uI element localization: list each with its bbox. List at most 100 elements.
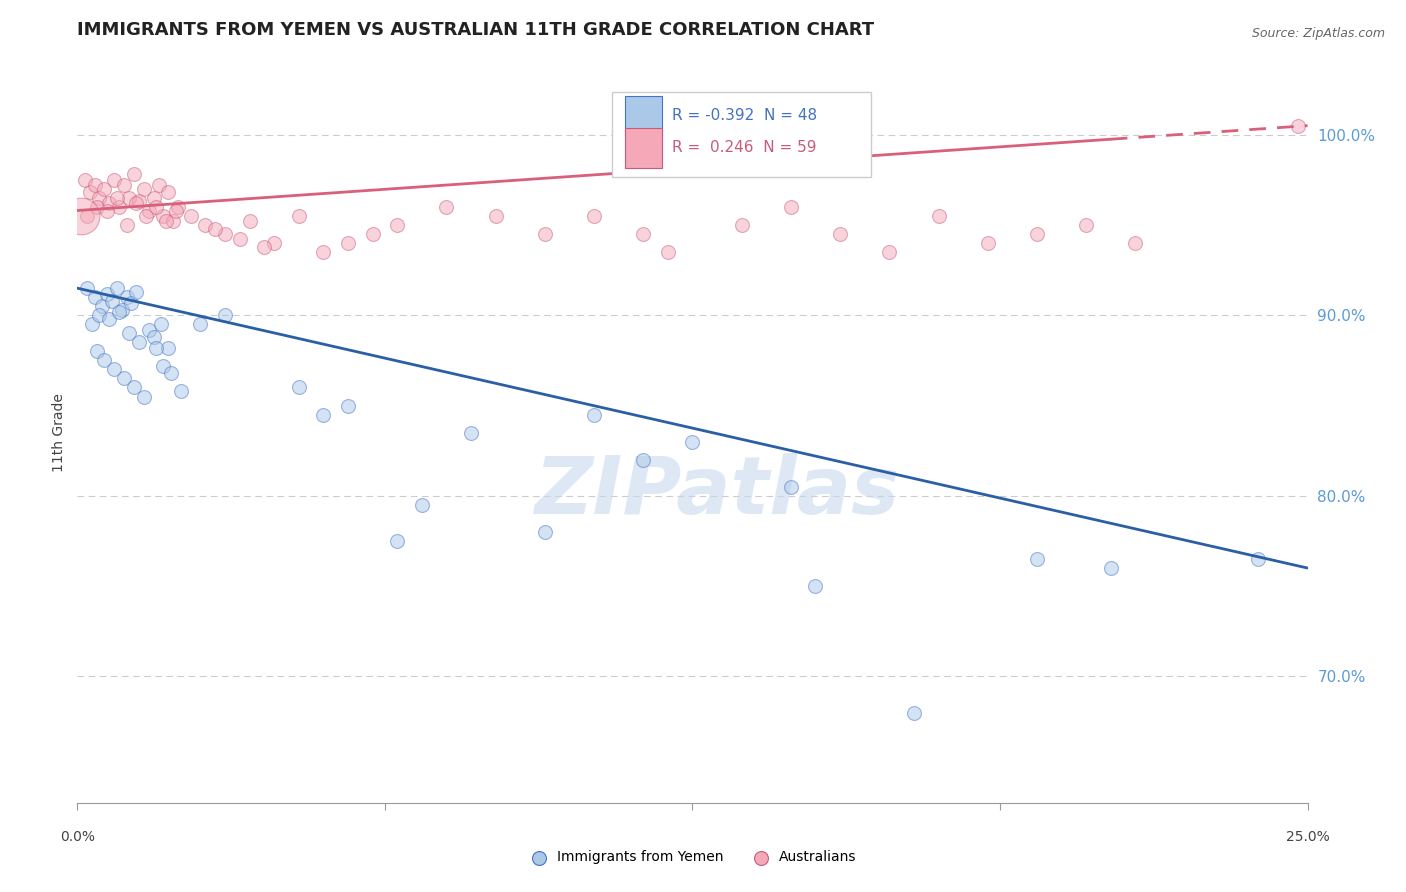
Point [93, 353, 115, 368]
Point [155, 214, 177, 228]
Point [112, 371, 135, 385]
Point [108, 304, 131, 318]
Point [903, 706, 925, 720]
Point [122, 168, 145, 182]
Point [780, 200, 803, 214]
Point [657, 245, 679, 260]
Point [1125, 235, 1147, 250]
Point [337, 399, 360, 413]
Point [98, 311, 121, 326]
Point [633, 452, 655, 467]
Point [460, 425, 482, 440]
Point [96, 286, 118, 301]
Point [132, 182, 155, 196]
Point [204, 221, 226, 235]
Point [142, 330, 165, 344]
Point [83, 178, 105, 193]
Point [1099, 561, 1122, 575]
Point [337, 235, 360, 250]
Text: IMMIGRANTS FROM YEMEN VS AUSTRALIAN 11TH GRADE CORRELATION CHART: IMMIGRANTS FROM YEMEN VS AUSTRALIAN 11TH… [77, 21, 875, 38]
Point [79, 186, 101, 200]
Point [86, 200, 108, 214]
Point [118, 326, 141, 341]
Point [288, 380, 311, 394]
Point [152, 209, 174, 223]
Point [928, 209, 950, 223]
Point [115, 290, 138, 304]
Text: Source: ZipAtlas.com: Source: ZipAtlas.com [1251, 27, 1385, 40]
Point [89, 191, 111, 205]
Text: R = -0.392  N = 48: R = -0.392 N = 48 [672, 108, 817, 123]
Point [69, 209, 91, 223]
Point [170, 384, 193, 398]
Point [132, 390, 155, 404]
Legend: Immigrants from Yemen, Australians: Immigrants from Yemen, Australians [523, 845, 862, 870]
Point [101, 293, 124, 308]
Point [150, 318, 173, 332]
Point [228, 232, 252, 246]
Point [135, 209, 157, 223]
Point [118, 191, 141, 205]
Point [138, 203, 160, 218]
Point [165, 203, 187, 218]
Text: 25.0%: 25.0% [1285, 830, 1330, 844]
Point [1026, 227, 1049, 241]
Point [103, 362, 125, 376]
Point [103, 173, 125, 187]
Point [1076, 218, 1098, 232]
Point [485, 209, 508, 223]
Point [188, 318, 212, 332]
Point [1247, 552, 1270, 566]
Point [162, 214, 184, 228]
Point [148, 178, 170, 193]
FancyBboxPatch shape [624, 95, 662, 136]
Point [731, 218, 754, 232]
Point [977, 235, 1000, 250]
Point [145, 341, 167, 355]
Point [436, 200, 458, 214]
Point [253, 239, 276, 253]
Point [157, 341, 180, 355]
Point [411, 498, 433, 512]
Point [115, 218, 138, 232]
Point [76, 209, 98, 223]
Point [112, 178, 135, 193]
Point [1286, 119, 1309, 133]
Point [76, 281, 98, 295]
Point [180, 209, 202, 223]
Point [361, 227, 384, 241]
Point [125, 285, 148, 299]
Point [83, 290, 105, 304]
Point [86, 344, 108, 359]
Point [122, 380, 145, 394]
Point [194, 218, 217, 232]
Point [239, 214, 262, 228]
Point [111, 302, 132, 317]
Point [125, 196, 148, 211]
Point [385, 218, 409, 232]
Point [157, 186, 180, 200]
Point [263, 235, 285, 250]
Point [128, 335, 150, 350]
Point [879, 245, 901, 260]
Point [583, 209, 606, 223]
Point [82, 318, 104, 332]
Point [534, 524, 557, 539]
Point [160, 366, 183, 380]
Point [804, 579, 827, 593]
Point [108, 200, 131, 214]
Point [167, 200, 190, 214]
Text: 0.0%: 0.0% [60, 830, 94, 844]
Point [534, 227, 557, 241]
Point [214, 227, 236, 241]
Point [96, 203, 118, 218]
Point [830, 227, 852, 241]
Point [682, 434, 704, 449]
Point [138, 323, 160, 337]
Point [98, 196, 121, 211]
Point [105, 191, 128, 205]
Point [93, 182, 115, 196]
Point [385, 533, 409, 548]
Text: ZIPatlas: ZIPatlas [534, 453, 900, 531]
Point [121, 295, 143, 310]
